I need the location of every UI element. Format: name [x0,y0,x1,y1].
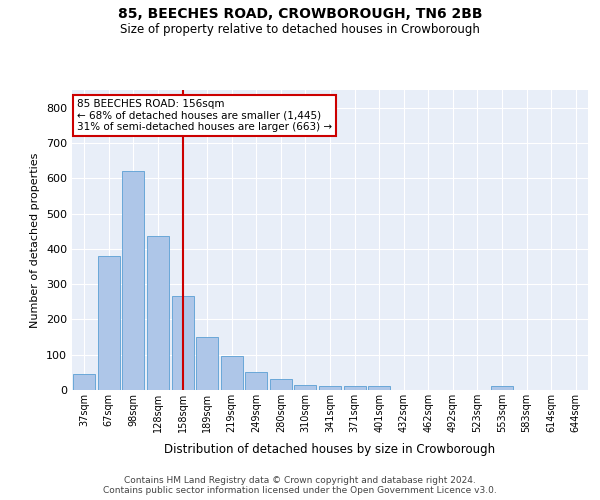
Text: 85, BEECHES ROAD, CROWBOROUGH, TN6 2BB: 85, BEECHES ROAD, CROWBOROUGH, TN6 2BB [118,8,482,22]
Text: Size of property relative to detached houses in Crowborough: Size of property relative to detached ho… [120,22,480,36]
Bar [98,256,120,390]
Bar [295,384,316,390]
Bar [122,171,145,390]
Bar [147,236,169,390]
Bar [270,380,292,390]
Bar [73,374,95,390]
Bar [491,386,513,390]
Bar [319,386,341,390]
Bar [172,296,194,390]
Bar [221,356,243,390]
Bar [196,337,218,390]
Text: Distribution of detached houses by size in Crowborough: Distribution of detached houses by size … [164,442,496,456]
Bar [368,386,390,390]
Y-axis label: Number of detached properties: Number of detached properties [31,152,40,328]
Bar [344,386,365,390]
Text: Contains HM Land Registry data © Crown copyright and database right 2024.
Contai: Contains HM Land Registry data © Crown c… [103,476,497,495]
Text: 85 BEECHES ROAD: 156sqm
← 68% of detached houses are smaller (1,445)
31% of semi: 85 BEECHES ROAD: 156sqm ← 68% of detache… [77,99,332,132]
Bar [245,372,268,390]
